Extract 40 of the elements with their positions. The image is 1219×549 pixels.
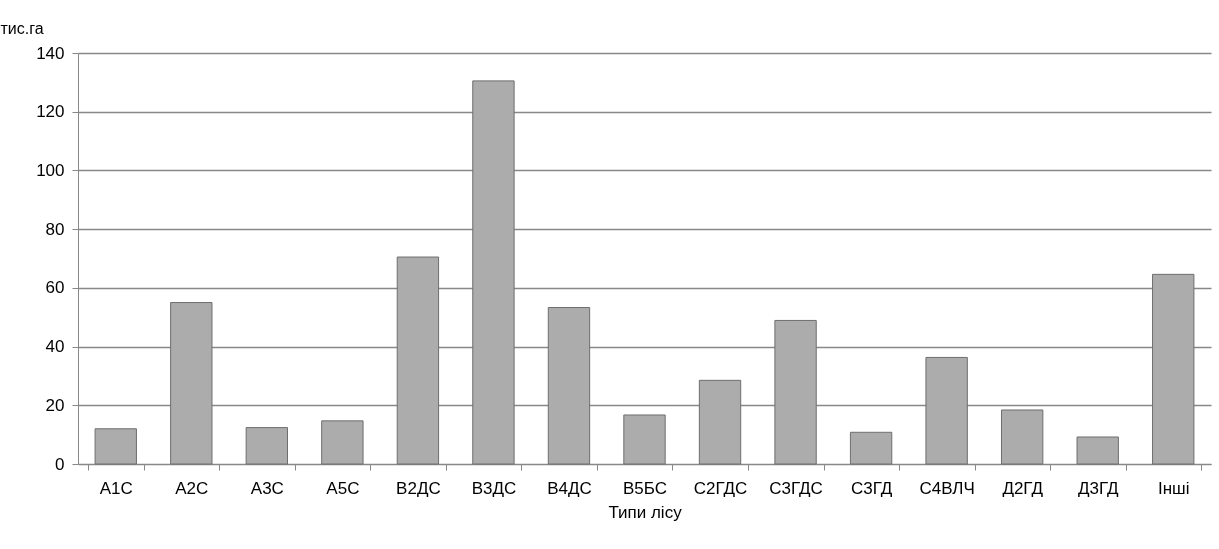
bar bbox=[321, 420, 364, 465]
x-tick-label: С2ГДС bbox=[693, 478, 748, 498]
x-tick-label: А5С bbox=[326, 478, 360, 498]
x-tick-label: Інші bbox=[1157, 478, 1190, 498]
x-tick-label: В4ДС bbox=[547, 478, 592, 498]
bar bbox=[774, 319, 817, 465]
y-tick-label: 20 bbox=[45, 395, 65, 415]
bar bbox=[245, 427, 289, 465]
x-tick-label: А1С bbox=[99, 478, 133, 498]
bar bbox=[925, 356, 968, 465]
x-tick-label: С3ГД bbox=[850, 478, 893, 498]
y-tick-label: 140 bbox=[36, 43, 65, 63]
x-tick-label: С3ГДС bbox=[769, 478, 823, 498]
bar bbox=[849, 431, 893, 465]
y-tick-label: 80 bbox=[45, 219, 65, 239]
x-tick-label: С4ВЛЧ bbox=[919, 478, 975, 498]
y-tick-label: 100 bbox=[36, 160, 65, 180]
bar bbox=[698, 379, 742, 465]
x-tick-label: В2ДС bbox=[396, 478, 441, 498]
bar bbox=[396, 256, 440, 465]
bar bbox=[170, 302, 213, 465]
x-tick-label: А2С bbox=[175, 478, 209, 498]
y-tick-label: 0 bbox=[55, 454, 65, 474]
x-axis-title: Типи лісу bbox=[608, 502, 683, 522]
bar bbox=[94, 428, 137, 465]
x-tick-label: В5БС bbox=[622, 478, 668, 498]
x-tick-label: Д3ГД bbox=[1077, 478, 1119, 498]
x-tick-label: А3С bbox=[250, 478, 284, 498]
bar bbox=[1152, 273, 1195, 465]
x-tick-label: Д2ГД bbox=[1002, 478, 1044, 498]
y-tick-label: 60 bbox=[45, 278, 65, 298]
bar bbox=[1076, 436, 1119, 465]
y-tick-label: 40 bbox=[45, 337, 65, 357]
bar bbox=[1000, 409, 1044, 465]
bar bbox=[623, 414, 666, 465]
x-tick-label: В3ДС bbox=[471, 478, 517, 498]
bar bbox=[547, 307, 591, 465]
y-axis-title: тис.га bbox=[0, 19, 44, 37]
y-tick-label: 120 bbox=[36, 102, 65, 122]
bar bbox=[472, 80, 515, 465]
